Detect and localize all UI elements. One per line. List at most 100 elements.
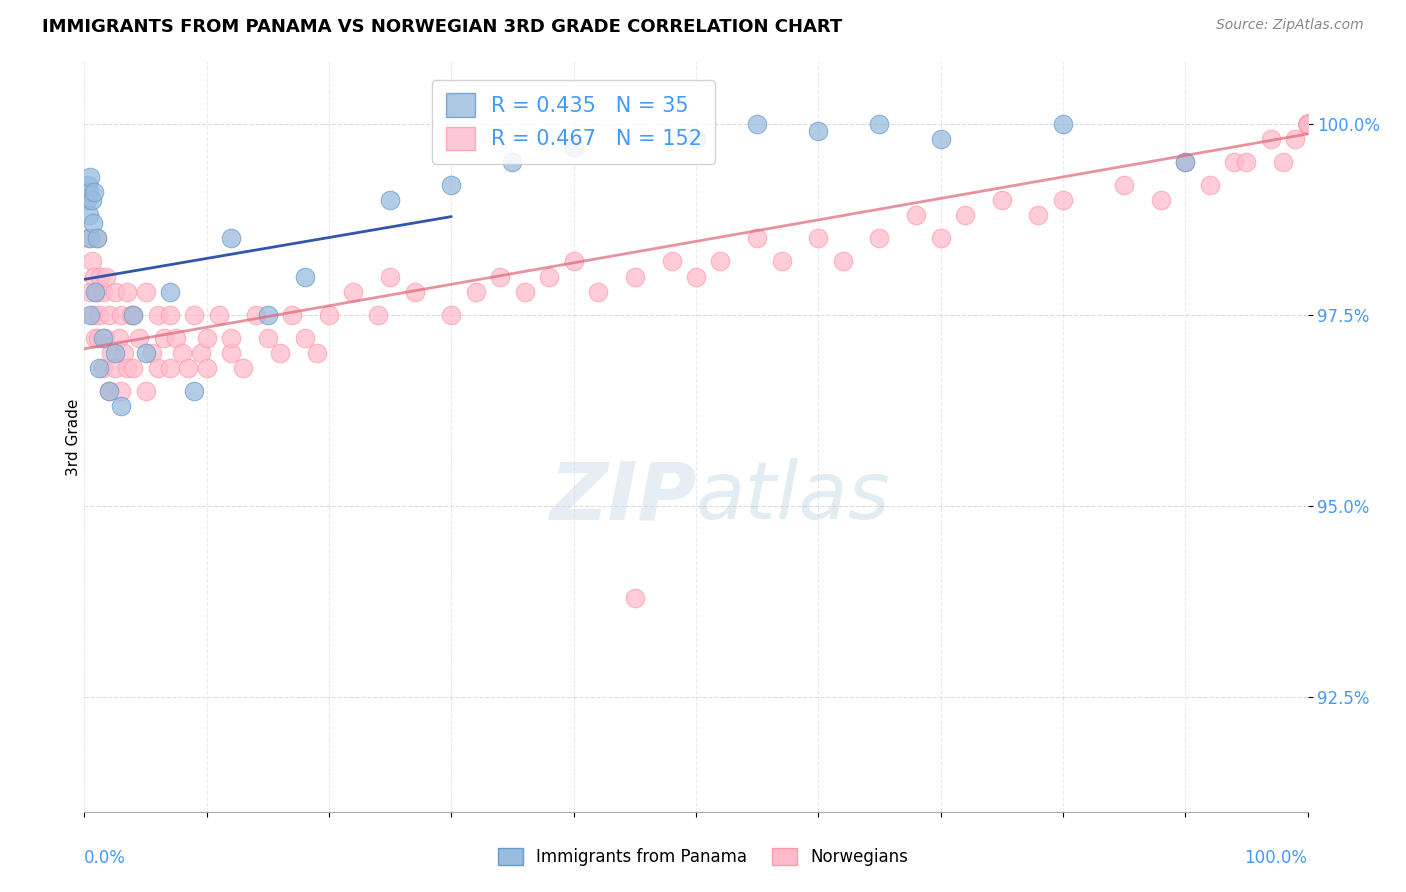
- Point: [1296, 117, 1319, 131]
- Point: [1296, 117, 1319, 131]
- Point: [219, 331, 242, 345]
- Text: atlas: atlas: [696, 458, 891, 536]
- Point: [219, 231, 242, 245]
- Point: [1296, 117, 1319, 131]
- Point: [84, 331, 107, 345]
- Point: [1296, 117, 1319, 131]
- Point: [190, 346, 212, 360]
- Point: [1296, 117, 1319, 131]
- Point: [97, 308, 120, 322]
- Text: Source: ZipAtlas.com: Source: ZipAtlas.com: [1216, 18, 1364, 32]
- Point: [122, 361, 145, 376]
- Point: [1296, 117, 1319, 131]
- Point: [1296, 117, 1319, 131]
- Point: [661, 254, 683, 268]
- Point: [1296, 117, 1319, 131]
- Point: [97, 384, 120, 399]
- Text: ZIP: ZIP: [548, 458, 696, 536]
- Point: [1296, 117, 1319, 131]
- Point: [1296, 117, 1319, 131]
- Point: [1296, 117, 1319, 131]
- Point: [86, 231, 108, 245]
- Point: [953, 208, 976, 222]
- Point: [86, 285, 108, 299]
- Point: [122, 308, 145, 322]
- Point: [110, 384, 132, 399]
- Point: [586, 285, 609, 299]
- Point: [1284, 132, 1306, 146]
- Point: [172, 346, 194, 360]
- Point: [1296, 117, 1319, 131]
- Point: [1296, 117, 1319, 131]
- Point: [82, 308, 104, 322]
- Point: [1114, 178, 1136, 192]
- Point: [1296, 117, 1319, 131]
- Point: [929, 132, 952, 146]
- Point: [1296, 117, 1319, 131]
- Point: [84, 285, 107, 299]
- Point: [94, 331, 117, 345]
- Point: [1236, 154, 1258, 169]
- Point: [128, 331, 150, 345]
- Point: [135, 285, 157, 299]
- Point: [89, 269, 111, 284]
- Point: [1223, 154, 1246, 169]
- Point: [1052, 117, 1074, 131]
- Point: [562, 139, 585, 153]
- Point: [79, 285, 101, 299]
- Point: [869, 117, 891, 131]
- Point: [1296, 117, 1319, 131]
- Point: [82, 216, 104, 230]
- Point: [1296, 117, 1319, 131]
- Point: [1296, 117, 1319, 131]
- Point: [100, 346, 122, 360]
- Legend: Immigrants from Panama, Norwegians: Immigrants from Panama, Norwegians: [489, 840, 917, 875]
- Point: [831, 254, 853, 268]
- Point: [1296, 117, 1319, 131]
- Point: [1272, 154, 1295, 169]
- Legend: R = 0.435   N = 35, R = 0.467   N = 152: R = 0.435 N = 35, R = 0.467 N = 152: [432, 79, 716, 164]
- Point: [91, 361, 114, 376]
- Point: [107, 331, 129, 345]
- Point: [502, 154, 524, 169]
- Point: [1296, 117, 1319, 131]
- Point: [1296, 117, 1319, 131]
- Point: [1296, 117, 1319, 131]
- Point: [195, 361, 218, 376]
- Point: [1296, 117, 1319, 131]
- Point: [1198, 178, 1220, 192]
- Point: [1296, 117, 1319, 131]
- Point: [562, 254, 585, 268]
- Point: [1296, 117, 1319, 131]
- Point: [685, 269, 707, 284]
- Point: [1260, 132, 1282, 146]
- Point: [86, 231, 108, 245]
- Point: [770, 254, 793, 268]
- Point: [1296, 117, 1319, 131]
- Point: [91, 285, 114, 299]
- Point: [1296, 117, 1319, 131]
- Point: [122, 308, 145, 322]
- Point: [1296, 117, 1319, 131]
- Point: [1174, 154, 1197, 169]
- Point: [83, 269, 105, 284]
- Point: [991, 193, 1014, 207]
- Point: [153, 331, 176, 345]
- Point: [1296, 117, 1319, 131]
- Point: [380, 193, 402, 207]
- Point: [1150, 193, 1173, 207]
- Point: [1296, 117, 1319, 131]
- Point: [195, 331, 218, 345]
- Point: [257, 308, 280, 322]
- Text: 0.0%: 0.0%: [84, 849, 127, 867]
- Point: [1296, 117, 1319, 131]
- Y-axis label: 3rd Grade: 3rd Grade: [66, 399, 80, 475]
- Point: [1296, 117, 1319, 131]
- Point: [1296, 117, 1319, 131]
- Point: [1174, 154, 1197, 169]
- Point: [1296, 117, 1319, 131]
- Point: [79, 308, 101, 322]
- Text: 100.0%: 100.0%: [1244, 849, 1308, 867]
- Point: [1296, 117, 1319, 131]
- Point: [77, 231, 100, 245]
